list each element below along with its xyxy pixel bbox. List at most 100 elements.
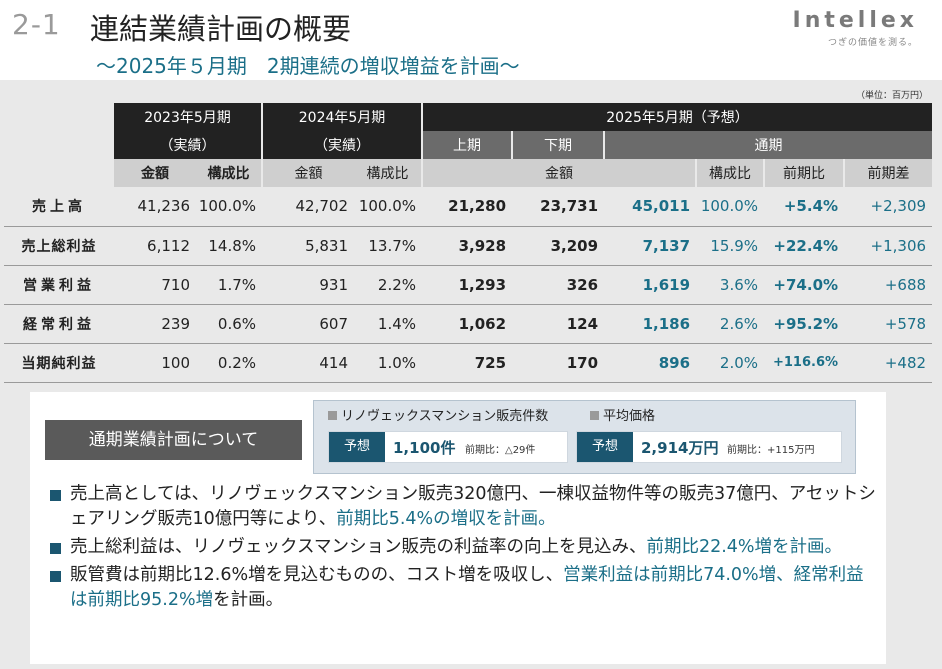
cell-diff: +688 (844, 265, 933, 305)
bullet-gross-profit-highlight: 前期比22.4%増を計画。 (646, 537, 843, 557)
bullet-sga: 販管費は前期比12.6%増を見込むものの、コスト増を吸収し、営業利益は前期比74… (48, 563, 878, 613)
cell-full-year: 1,619 (604, 265, 697, 305)
col-ratio-2025: 構成比 (695, 159, 765, 187)
cell-ratio-2023: 14.8% (196, 226, 263, 266)
col-amount-2025: 金額 (421, 159, 697, 187)
cell-ratio-2024: 13.7% (354, 226, 423, 266)
plan-heading: 通期業績計画について (45, 420, 302, 460)
col-amount-2024: 金額 (261, 159, 355, 187)
cell-h1: 725 (422, 343, 513, 383)
cell-h1: 21,280 (422, 187, 513, 227)
cell-ratio-2025: 100.0% (696, 187, 765, 227)
header-full-year: 通期 (603, 131, 933, 159)
row-label: 当期純利益 (4, 343, 114, 383)
cell-yoy: +95.2% (764, 304, 845, 344)
header-h2: 下期 (511, 131, 605, 159)
row-label: 経常利益 (4, 304, 114, 344)
square-bullet-icon (590, 411, 599, 420)
table-row: 営業利益 710 1.7% 931 2.2% 1,293 326 1,619 3… (4, 265, 933, 305)
cell-amount-2023: 710 (114, 265, 196, 305)
cell-amount-2024: 931 (262, 265, 355, 305)
square-bullet-icon (50, 571, 61, 582)
col-amount-2023: 金額 (114, 159, 196, 187)
cell-yoy: +5.4% (764, 187, 845, 227)
table-row: 当期純利益 100 0.2% 414 1.0% 725 170 896 2.0%… (4, 343, 933, 383)
cell-ratio-2024: 2.2% (354, 265, 423, 305)
cell-diff: +2,309 (844, 187, 933, 227)
forecast-tag: 予想 (329, 432, 385, 462)
row-label: 営業利益 (4, 265, 114, 305)
cell-yoy: +74.0% (764, 265, 845, 305)
bullet-sales-highlight: 前期比5.4%の増収を計画。 (336, 509, 556, 529)
cell-h2: 326 (512, 265, 605, 305)
slide-header: 2-1 連結業績計画の概要 ～2025年５月期 2期連続の増収増益を計画～ In… (0, 0, 942, 80)
cell-full-year: 7,137 (604, 226, 697, 266)
kpi2-sub: 前期比：+115万円 (727, 445, 815, 456)
company-logo: Intellex つぎの価値を測る。 (793, 8, 918, 48)
logo-text: Intellex (792, 8, 918, 33)
cell-ratio-2025: 15.9% (696, 226, 765, 266)
cell-amount-2023: 100 (114, 343, 196, 383)
col-diff-2025: 前期差 (843, 159, 933, 187)
page-title: 連結業績計画の概要 (90, 12, 352, 46)
table-row: 売上高 41,236 100.0% 42,702 100.0% 21,280 2… (4, 187, 933, 227)
cell-ratio-2025: 2.6% (696, 304, 765, 344)
cell-ratio-2023: 100.0% (196, 187, 263, 227)
logo-tagline: つぎの価値を測る。 (827, 38, 918, 48)
header-fy2024: 2024年5月期 (261, 103, 423, 131)
square-bullet-icon (328, 411, 337, 420)
kpi1-title: リノヴェックスマンション販売件数 (328, 405, 548, 424)
kpi2-value-box: 予想 2,914万円 前期比：+115万円 (576, 431, 842, 463)
header-fy2023: 2023年5月期 (114, 103, 263, 131)
cell-ratio-2024: 1.4% (354, 304, 423, 344)
unit-note: （単位：百万円） (855, 91, 928, 101)
plan-bullets: 売上高としては、リノヴェックスマンション販売320億円、一棟収益物件等の販売37… (48, 482, 878, 616)
col-yoy-2025: 前期比 (763, 159, 845, 187)
cell-h2: 170 (512, 343, 605, 383)
kpi1-sub: 前期比：△29件 (465, 445, 536, 456)
square-bullet-icon (50, 543, 61, 554)
cell-full-year: 45,011 (604, 187, 697, 227)
forecast-tag: 予想 (577, 432, 633, 462)
plan-panel: 通期業績計画について リノヴェックスマンション販売件数 平均価格 予想 1,10… (30, 392, 886, 664)
kpi-box: リノヴェックスマンション販売件数 平均価格 予想 1,100件 前期比：△29件… (313, 400, 856, 474)
col-ratio-2024: 構成比 (354, 159, 423, 187)
table-row: 経常利益 239 0.6% 607 1.4% 1,062 124 1,186 2… (4, 304, 933, 344)
cell-amount-2023: 239 (114, 304, 196, 344)
cell-h2: 23,731 (512, 187, 605, 227)
square-bullet-icon (50, 490, 61, 501)
bullet-sales: 売上高としては、リノヴェックスマンション販売320億円、一棟収益物件等の販売37… (48, 482, 878, 532)
header-h1: 上期 (421, 131, 513, 159)
cell-full-year: 1,186 (604, 304, 697, 344)
section-number: 2-1 (12, 8, 61, 41)
cell-ratio-2024: 100.0% (354, 187, 423, 227)
cell-ratio-2023: 0.6% (196, 304, 263, 344)
row-label: 売上総利益 (4, 226, 114, 266)
cell-diff: +1,306 (844, 226, 933, 266)
col-ratio-2023: 構成比 (196, 159, 263, 187)
cell-amount-2023: 41,236 (114, 187, 196, 227)
cell-amount-2024: 414 (262, 343, 355, 383)
bullet-sga-highlight: 営業利益は前期比74.0%増、経常利益は前期比95.2%増 (70, 565, 864, 610)
header-fy2025: 2025年5月期（予想） (421, 103, 933, 131)
cell-amount-2023: 6,112 (114, 226, 196, 266)
cell-full-year: 896 (604, 343, 697, 383)
kpi1-value-box: 予想 1,100件 前期比：△29件 (328, 431, 568, 463)
table-row: 売上総利益 6,112 14.8% 5,831 13.7% 3,928 3,20… (4, 226, 933, 266)
cell-h1: 1,293 (422, 265, 513, 305)
cell-h2: 3,209 (512, 226, 605, 266)
bullet-gross-profit: 売上総利益は、リノヴェックスマンション販売の利益率の向上を見込み、前期比22.4… (48, 535, 878, 560)
kpi2-value: 2,914万円 (641, 439, 719, 457)
cell-h1: 3,928 (422, 226, 513, 266)
cell-ratio-2025: 2.0% (696, 343, 765, 383)
cell-amount-2024: 42,702 (262, 187, 355, 227)
cell-amount-2024: 5,831 (262, 226, 355, 266)
cell-ratio-2023: 0.2% (196, 343, 263, 383)
kpi2-title: 平均価格 (590, 405, 655, 424)
label-actual-2023: （実績） (114, 131, 263, 159)
cell-amount-2024: 607 (262, 304, 355, 344)
page-subtitle: ～2025年５月期 2期連続の増収増益を計画～ (96, 54, 520, 78)
cell-ratio-2025: 3.6% (696, 265, 765, 305)
row-label: 売上高 (4, 187, 114, 227)
financial-plan-table: 2023年5月期 2024年5月期 2025年5月期（予想） （実績） （実績）… (4, 103, 933, 383)
